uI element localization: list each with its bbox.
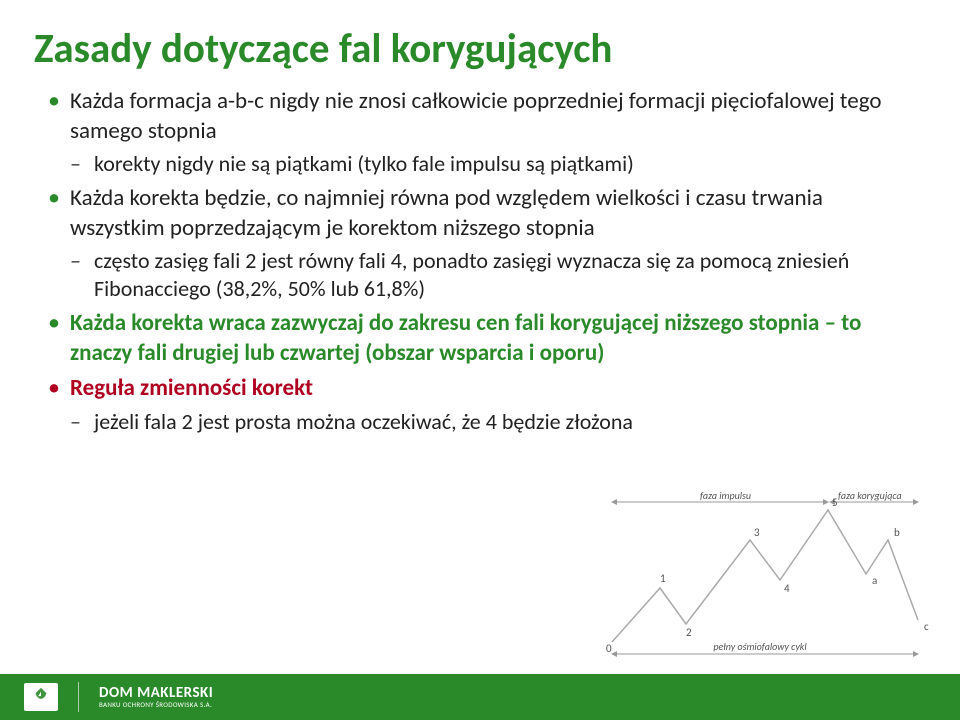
bullet-4-text: Reguła zmienności korekt — [70, 374, 313, 402]
wave-label-1: 1 — [660, 572, 666, 585]
full-cycle-label: pełny ośmiofalowy cykl — [713, 640, 807, 653]
bullet-2: Każda korekta będzie, co najmniej równa … — [48, 184, 912, 303]
brand-bot: BANKU OCHRONY ŚRODOWISKA S.A. — [99, 701, 213, 708]
wave-label-5: 5 — [832, 496, 838, 509]
wave-label-3: 3 — [754, 526, 760, 539]
bullet-1-text: Każda formacja a-b-c nigdy nie znosi cał… — [70, 87, 882, 144]
phase-impulse-label: faza impulsu — [700, 492, 751, 502]
phase-correct-label: faza korygująca — [838, 492, 902, 502]
bullet-list: Każda formacja a-b-c nigdy nie znosi cał… — [48, 87, 912, 436]
footer-separator — [78, 682, 79, 712]
wave-label-2: 2 — [686, 626, 692, 639]
bullet-2-text: Każda korekta będzie, co najmniej równa … — [70, 184, 823, 241]
wave-label-b: b — [894, 526, 900, 539]
bullet-2-sub-1: często zasięg fali 2 jest równy fali 4, … — [70, 247, 912, 303]
brand-text: DOM MAKLERSKI BANKU OCHRONY ŚRODOWISKA S… — [99, 686, 213, 708]
leaf-icon — [24, 683, 58, 711]
slide-content: Każda formacja a-b-c nigdy nie znosi cał… — [0, 83, 960, 436]
bullet-4: Reguła zmienności korekt jeżeli fala 2 j… — [48, 374, 912, 436]
elliott-wave-diagram: faza impulsu faza korygująca pełny ośmio… — [600, 492, 930, 662]
bullet-1: Każda formacja a-b-c nigdy nie znosi cał… — [48, 87, 912, 178]
wave-label-4: 4 — [784, 582, 790, 595]
bullet-4-sub-1: jeżeli fala 2 jest prosta można oczekiwa… — [70, 408, 912, 436]
wave-label-0: 0 — [606, 642, 612, 655]
wave-label-c: c — [924, 620, 929, 633]
bullet-3: Każda korekta wraca zazwyczaj do zakresu… — [48, 309, 912, 368]
bullet-1-sub-1: korekty nigdy nie są piątkami (tylko fal… — [70, 150, 912, 178]
brand-top: DOM MAKLERSKI — [99, 686, 213, 701]
slide-title: Zasady dotyczące fal korygujących — [0, 0, 960, 83]
bullet-3-text: Każda korekta wraca zazwyczaj do zakresu… — [70, 309, 861, 366]
footer-logo: DOM MAKLERSKI BANKU OCHRONY ŚRODOWISKA S… — [24, 682, 213, 712]
footer-bar: DOM MAKLERSKI BANKU OCHRONY ŚRODOWISKA S… — [0, 674, 960, 720]
slide: Zasady dotyczące fal korygujących Każda … — [0, 0, 960, 720]
wave-label-a: a — [872, 574, 877, 587]
